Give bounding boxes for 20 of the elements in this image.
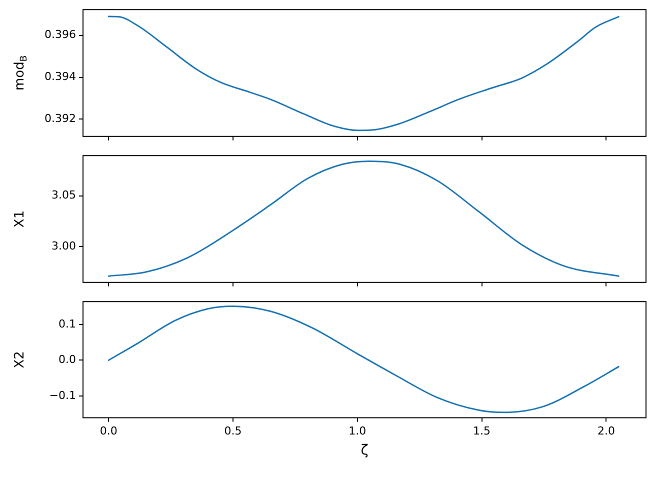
y-axis-title: X2 [12,351,28,368]
y-tick-label: −0.1 [49,388,76,402]
x-tick-label: 0.0 [100,424,118,438]
y-tick-label: 0.1 [58,317,76,330]
y-tick-label: 0.396 [44,28,76,42]
y-tick-label: 0.394 [44,70,76,84]
y-tick-label: 0.0 [58,353,76,366]
y-axis-title: X1 [12,210,28,228]
y-tick-label: 3.00 [52,239,76,252]
x-axis-title: ζ [360,442,368,458]
y-tick-label: 0.392 [44,112,76,126]
line-series [108,306,620,414]
y-axis-title: modB [12,55,30,91]
x-tick-label: 1.0 [348,424,366,438]
x-tick-label: 0.5 [224,424,242,438]
line-series [108,16,620,132]
y-tick-label: 3.05 [52,188,76,202]
line-series [108,160,620,277]
x-tick-label: 1.5 [473,424,491,438]
x-tick-label: 2.0 [597,424,615,438]
